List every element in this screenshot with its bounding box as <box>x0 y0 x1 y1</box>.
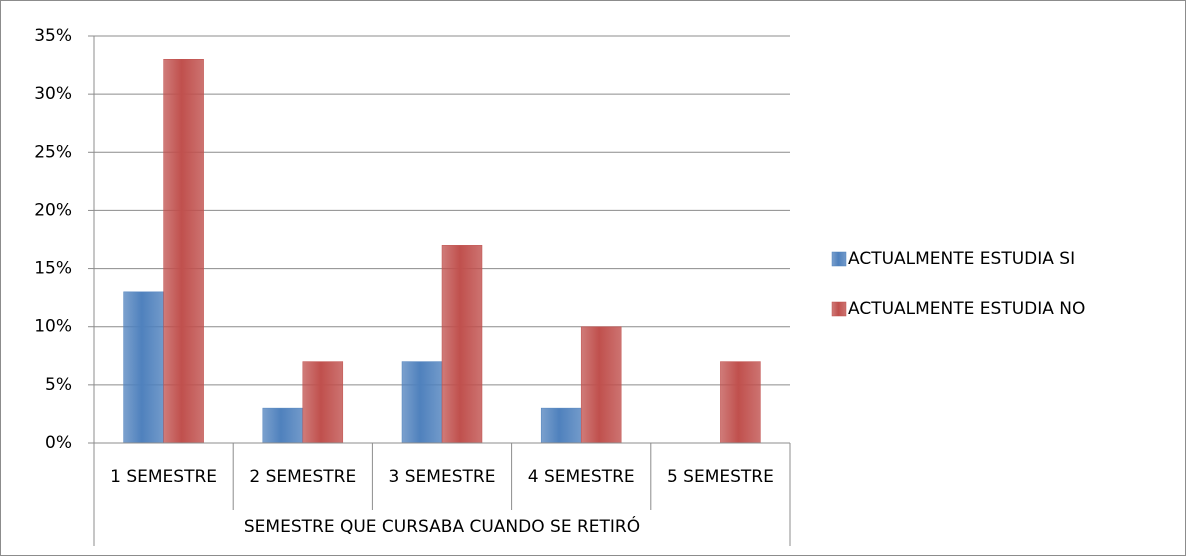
x-tick-label: 1 SEMESTRE <box>110 467 217 487</box>
bar <box>302 361 344 444</box>
bar <box>720 361 761 444</box>
y-tick-label: 10% <box>34 317 72 337</box>
legend-swatch <box>831 301 847 317</box>
x-tick-label: 4 SEMESTRE <box>528 467 635 487</box>
y-tick-label: 30% <box>34 84 72 104</box>
y-tick-label: 25% <box>34 142 72 162</box>
bar <box>262 407 304 444</box>
x-tick-label: 3 SEMESTRE <box>389 467 496 487</box>
y-tick-label: 0% <box>45 433 72 453</box>
legend-label: ACTUALMENTE ESTUDIA SI <box>848 249 1075 269</box>
bar <box>123 291 164 444</box>
y-tick-label: 35% <box>34 26 72 46</box>
x-tick-label: 2 SEMESTRE <box>249 467 356 487</box>
legend-label: ACTUALMENTE ESTUDIA NO <box>848 299 1085 319</box>
x-tick-label: 5 SEMESTRE <box>667 467 774 487</box>
bar <box>441 245 483 444</box>
bar <box>163 59 204 444</box>
y-tick-label: 15% <box>34 259 72 279</box>
bar <box>401 361 443 444</box>
bar <box>580 326 622 444</box>
y-tick-label: 5% <box>45 375 72 395</box>
y-tick-label: 20% <box>34 200 72 220</box>
bar <box>540 407 582 444</box>
x-axis-title: SEMESTRE QUE CURSABA CUANDO SE RETIRÓ <box>244 515 640 537</box>
legend-swatch <box>831 251 847 267</box>
